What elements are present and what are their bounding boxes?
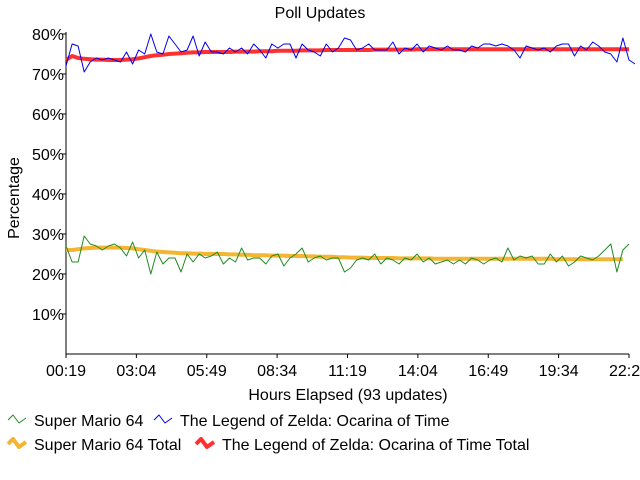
y-tick-label: 40% [32, 187, 64, 204]
series-line-0 [65, 235, 630, 275]
chart-title: Poll Updates [275, 5, 366, 22]
legend-label-2: Super Mario 64 Total [34, 437, 181, 454]
legend-label-3: The Legend of Zelda: Ocarina of Time Tot… [222, 437, 529, 454]
x-tick-label: 11:19 [328, 363, 367, 380]
series-line-1 [65, 33, 636, 73]
x-tick-label: 22:23 [609, 363, 640, 380]
legend-swatch-0 [7, 414, 27, 424]
series-line-2 [66, 245, 623, 262]
y-tick-label: 60% [32, 107, 64, 124]
legend-swatch-1 [153, 414, 173, 424]
y-tick-label: 50% [32, 147, 64, 164]
y-axis-label: Percentage [6, 157, 23, 239]
legend: Super Mario 64 The Legend of Zelda: Ocari… [6, 413, 529, 454]
axes: 10% 20% 30% 40% 50% 60% 70% 80% 00:19 03:04 05:49 0… [32, 27, 640, 380]
y-tick-label: 20% [32, 267, 64, 284]
series-line-3 [64, 47, 629, 62]
legend-label-1: The Legend of Zelda: Ocarina of Time [180, 413, 450, 430]
x-tick-label: 00:19 [46, 363, 86, 380]
legend-label-0: Super Mario 64 [34, 413, 143, 430]
series-layer [64, 33, 636, 275]
x-tick-label: 08:34 [257, 363, 297, 380]
x-tick-label: 14:04 [398, 363, 438, 380]
x-axis-label: Hours Elapsed (93 updates) [248, 387, 447, 404]
x-tick-label: 05:49 [187, 363, 227, 380]
x-tick-label: 19:34 [539, 363, 579, 380]
y-tick-label: 30% [32, 227, 64, 244]
x-tick-label: 03:04 [116, 363, 156, 380]
x-tick-label: 16:49 [468, 363, 508, 380]
y-tick-label: 10% [32, 307, 64, 324]
y-tick-label: 70% [32, 67, 64, 84]
y-tick-label: 80% [32, 27, 64, 44]
legend-swatch-3 [194, 437, 216, 449]
legend-swatch-2 [6, 437, 28, 449]
